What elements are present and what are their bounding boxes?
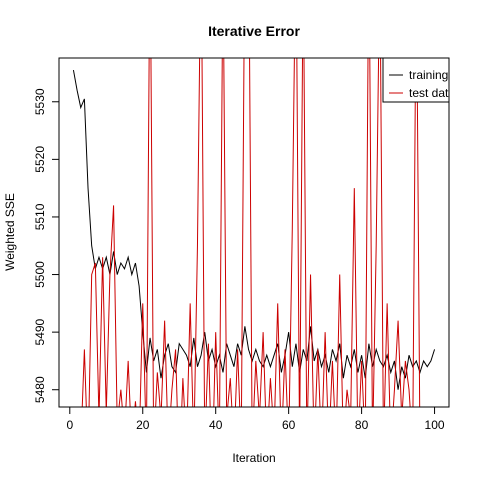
y-tick-label: 5530: [33, 88, 47, 115]
plot-area: training test dat: [72, 58, 449, 407]
x-tick-label: 20: [136, 418, 150, 432]
series-line: [81, 58, 421, 407]
x-tick-label: 0: [66, 418, 73, 432]
x-tick-label: 80: [355, 418, 369, 432]
chart-title: Iterative Error: [208, 23, 300, 39]
y-tick-label: 5500: [33, 261, 47, 288]
x-tick-label: 100: [425, 418, 445, 432]
legend-label: test dat: [409, 86, 449, 100]
legend-label: training: [409, 68, 448, 82]
legend-box: [382, 58, 449, 103]
plot-frame: [58, 57, 450, 408]
x-tick-label: 60: [282, 418, 296, 432]
y-axis-label: Weighted SSE: [3, 193, 17, 271]
x-tick-label: 40: [209, 418, 223, 432]
y-tick-label: 5490: [33, 318, 47, 345]
x-axis-label: Iteration: [232, 451, 275, 465]
y-tick-label: 5510: [33, 203, 47, 230]
y-tick-label: 5480: [33, 376, 47, 403]
series-line: [72, 70, 436, 390]
y-tick-label: 5520: [33, 146, 47, 173]
